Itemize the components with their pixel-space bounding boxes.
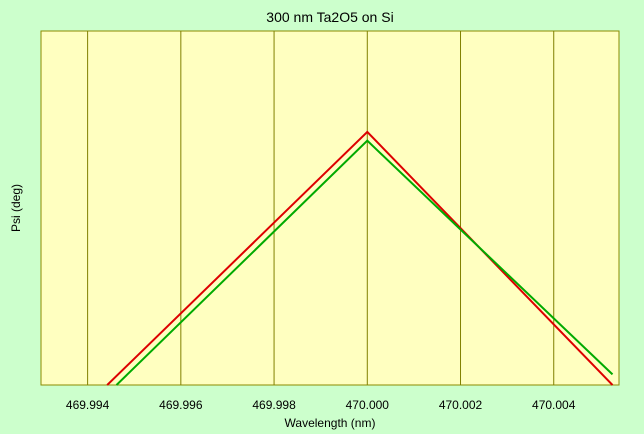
series-layer (106, 130, 614, 386)
series-line-2 (115, 139, 614, 386)
y-axis-label: Psi (deg) (9, 184, 23, 232)
x-tick-label: 470.004 (532, 398, 576, 412)
x-tick-label: 469.998 (252, 398, 296, 412)
chart-title: 300 nm Ta2O5 on Si (266, 9, 393, 25)
grid-layer (87, 31, 555, 385)
x-axis-label: Wavelength (nm) (285, 416, 376, 430)
plot-area (40, 30, 620, 386)
x-tick-label: 469.994 (66, 398, 110, 412)
x-tick-label: 469.996 (159, 398, 203, 412)
x-tick-labels: 469.994 469.996 469.998 470.000 470.002 470.0… (66, 398, 576, 412)
x-tick-label: 470.000 (346, 398, 390, 412)
x-tick-label: 470.002 (439, 398, 483, 412)
series-line-1 (106, 130, 614, 386)
